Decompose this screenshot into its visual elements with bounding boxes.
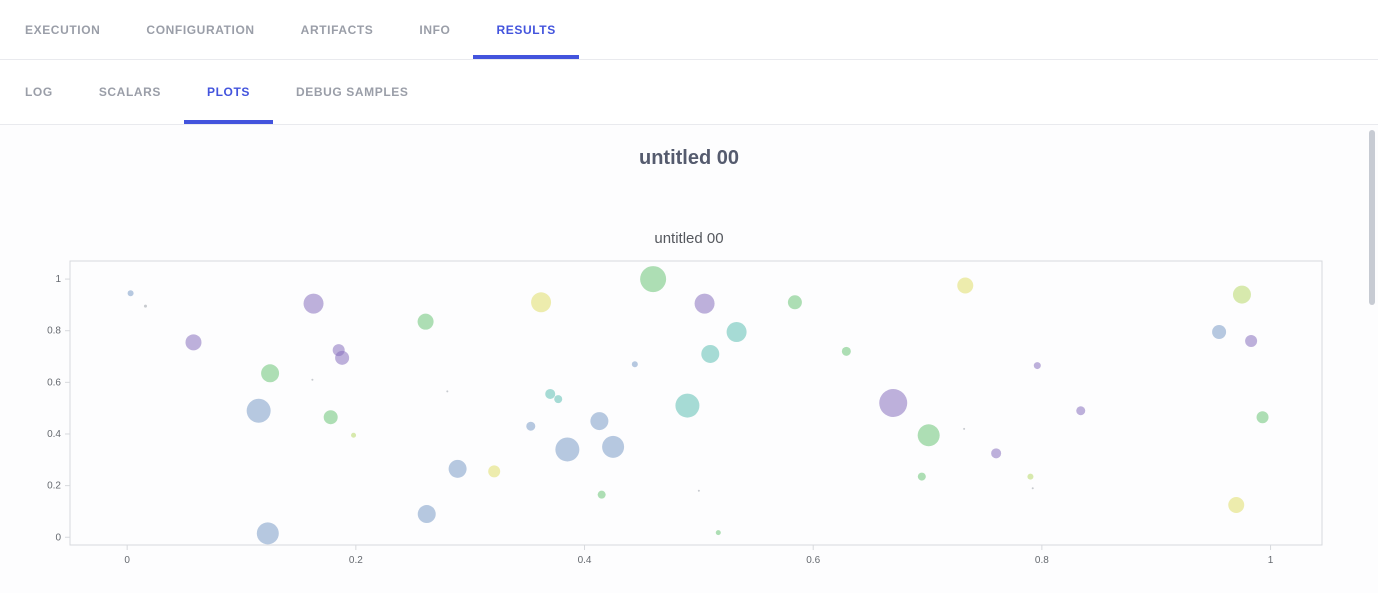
bubble-chart[interactable]: 0 0.2 0.4 0.6 0.8 1 0 0.2 0.4 0.6 0.8 1 [0, 253, 1378, 571]
tab-configuration[interactable]: CONFIGURATION [146, 22, 255, 37]
chart-title: untitled 00 [654, 230, 724, 247]
main-tabbar: EXECUTION CONFIGURATION ARTIFACTS INFO R… [0, 0, 1378, 60]
svg-text:0.2: 0.2 [349, 555, 363, 566]
plot-group-title: untitled 00 [638, 147, 739, 169]
svg-text:1: 1 [1268, 555, 1274, 566]
tab-info[interactable]: INFO [419, 22, 451, 37]
subtab-scalars[interactable]: SCALARS [98, 85, 162, 99]
svg-text:0.8: 0.8 [1035, 555, 1049, 566]
svg-text:0.4: 0.4 [578, 555, 592, 566]
subtab-plots[interactable]: PLOTS [184, 60, 274, 124]
tab-results[interactable]: RESULTS [473, 0, 580, 59]
plots-panel: untitled 00 untitled 00 0 0.2 0.4 0.6 0.8 1 0 0… [0, 125, 1378, 593]
subtab-debug-samples[interactable]: DEBUG SAMPLES [296, 85, 409, 99]
svg-text:1: 1 [55, 274, 61, 285]
svg-text:0.6: 0.6 [47, 377, 61, 388]
svg-text:0.6: 0.6 [806, 555, 820, 566]
svg-text:0.4: 0.4 [47, 429, 61, 440]
subtab-log[interactable]: LOG [25, 85, 53, 99]
svg-text:0.8: 0.8 [47, 326, 61, 337]
plot-card: untitled 00 0 0.2 0.4 0.6 0.8 1 0 0.2 0.4 0.6 0.8 1 [0, 230, 1378, 571]
vertical-scrollbar[interactable] [1366, 126, 1378, 594]
svg-text:0.2: 0.2 [47, 481, 61, 492]
tab-execution[interactable]: EXECUTION [25, 22, 101, 37]
svg-text:0: 0 [124, 555, 130, 566]
chart-wrap: 0 0.2 0.4 0.6 0.8 1 0 0.2 0.4 0.6 0.8 1 [0, 253, 1378, 571]
scrollbar-thumb[interactable] [1369, 130, 1375, 305]
svg-text:0: 0 [55, 532, 61, 543]
results-subtabbar: LOG SCALARS PLOTS DEBUG SAMPLES [0, 60, 1378, 125]
tab-artifacts[interactable]: ARTIFACTS [300, 22, 374, 37]
